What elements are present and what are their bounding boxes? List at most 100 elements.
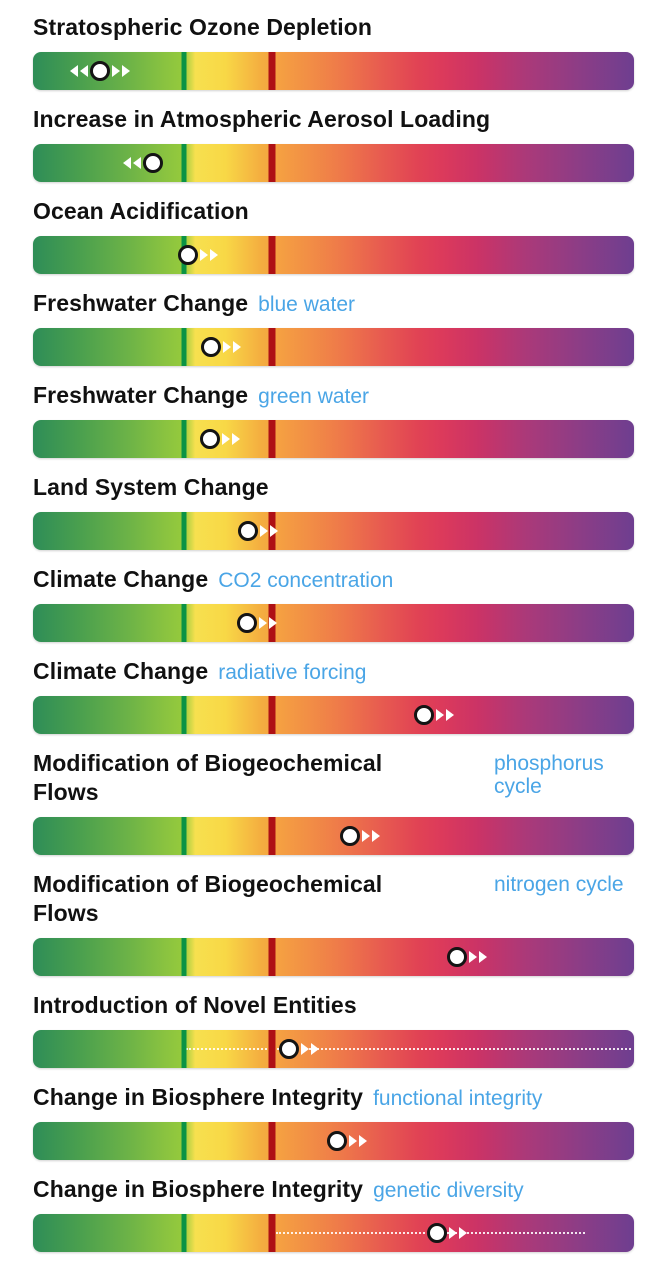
high-risk-line	[268, 938, 276, 976]
trend-right-arrows-icon	[222, 341, 241, 353]
safe-boundary-line	[181, 938, 187, 976]
boundary-subtitle: genetic diversity	[373, 1179, 524, 1202]
boundary-title: Change in Biosphere Integrity	[33, 1176, 364, 1202]
boundary-title: Modification of Biogeochemical Flows	[33, 750, 383, 805]
high-risk-line	[268, 328, 276, 366]
trend-right-arrows-icon	[301, 1043, 320, 1055]
boundary-subtitle: nitrogen cycle	[494, 873, 624, 896]
gradient-scale-bar	[33, 144, 634, 182]
current-value-marker	[200, 429, 241, 449]
current-value-marker	[414, 705, 455, 725]
high-risk-line	[268, 1122, 276, 1160]
safe-boundary-line	[181, 604, 187, 642]
safe-boundary-line	[181, 144, 187, 182]
gradient-scale-bar	[33, 236, 634, 274]
boundary-subtitle: functional integrity	[373, 1087, 543, 1110]
boundary-title: Increase in Atmospheric Aerosol Loading	[33, 106, 491, 132]
boundary-heading: Change in Biosphere Integrity genetic di…	[33, 1175, 634, 1204]
safe-boundary-line	[181, 420, 187, 458]
boundary-heading: Stratospheric Ozone Depletion	[33, 13, 634, 42]
high-risk-line	[268, 817, 276, 855]
boundary-title: Stratospheric Ozone Depletion	[33, 14, 373, 40]
boundary-title: Climate Change	[33, 566, 209, 592]
boundary-title: Freshwater Change	[33, 382, 249, 408]
trend-right-arrows-icon	[200, 249, 219, 261]
safe-boundary-line	[181, 1122, 187, 1160]
gradient-scale-bar	[33, 52, 634, 90]
trend-right-arrows-icon	[260, 525, 279, 537]
high-risk-line	[268, 144, 276, 182]
safe-boundary-line	[181, 696, 187, 734]
current-value-marker	[279, 1039, 320, 1059]
boundary-subtitle: phosphorus cycle	[494, 752, 604, 798]
current-value-marker	[123, 153, 164, 173]
boundary-heading: Climate Change radiative forcing	[33, 657, 634, 686]
boundary-row: Land System Change	[33, 473, 634, 550]
boundary-row: Freshwater Change green water	[33, 381, 634, 458]
current-value-marker	[178, 245, 219, 265]
boundary-title: Modification of Biogeochemical Flows	[33, 871, 383, 926]
boundary-heading: Freshwater Change blue water	[33, 289, 634, 318]
current-value-marker	[446, 947, 487, 967]
high-risk-line	[268, 696, 276, 734]
boundary-heading: Land System Change	[33, 473, 634, 502]
boundary-title: Introduction of Novel Entities	[33, 992, 357, 1018]
boundary-row: Modification of Biogeochemical Flows nit…	[33, 870, 634, 976]
boundary-row: Stratospheric Ozone Depletion	[33, 13, 634, 90]
boundary-title: Freshwater Change	[33, 290, 249, 316]
current-value-marker	[327, 1131, 368, 1151]
gradient-scale-bar	[33, 1214, 634, 1252]
trend-right-arrows-icon	[448, 1227, 467, 1239]
current-value-marker	[340, 826, 381, 846]
boundary-heading: Ocean Acidification	[33, 197, 634, 226]
current-value-marker	[426, 1223, 467, 1243]
high-risk-line	[268, 1030, 276, 1068]
boundary-subtitle: green water	[258, 385, 370, 408]
boundary-row: Increase in Atmospheric Aerosol Loading	[33, 105, 634, 182]
high-risk-line	[268, 52, 276, 90]
boundaries-list: Stratospheric Ozone Depletion Increase i…	[33, 13, 634, 1252]
gradient-scale-bar	[33, 512, 634, 550]
current-value-marker	[200, 337, 241, 357]
trend-right-arrows-icon	[112, 65, 131, 77]
gradient-scale-bar	[33, 1030, 634, 1068]
safe-boundary-line	[181, 52, 187, 90]
boundary-row: Ocean Acidification	[33, 197, 634, 274]
boundary-row: Introduction of Novel Entities	[33, 991, 634, 1068]
boundary-row: Climate Change CO2 concentration	[33, 565, 634, 642]
trend-right-arrows-icon	[436, 709, 455, 721]
gradient-scale-bar	[33, 328, 634, 366]
trend-right-arrows-icon	[349, 1135, 368, 1147]
boundary-heading: Modification of Biogeochemical Flows nit…	[33, 870, 634, 928]
boundary-heading: Modification of Biogeochemical Flows pho…	[33, 749, 634, 807]
boundary-title: Change in Biosphere Integrity	[33, 1084, 364, 1110]
gradient-scale-bar	[33, 817, 634, 855]
gradient-scale-bar	[33, 420, 634, 458]
boundary-subtitle: radiative forcing	[218, 661, 367, 684]
safe-boundary-line	[181, 1214, 187, 1252]
safe-boundary-line	[181, 328, 187, 366]
boundary-row: Change in Biosphere Integrity functional…	[33, 1083, 634, 1160]
boundary-row: Freshwater Change blue water	[33, 289, 634, 366]
gradient-scale-bar	[33, 696, 634, 734]
boundary-subtitle: blue water	[258, 293, 356, 316]
boundary-heading: Introduction of Novel Entities	[33, 991, 634, 1020]
trend-right-arrows-icon	[222, 433, 241, 445]
current-value-marker	[238, 521, 279, 541]
high-risk-line	[268, 236, 276, 274]
trend-right-arrows-icon	[468, 951, 487, 963]
boundary-heading: Change in Biosphere Integrity functional…	[33, 1083, 634, 1112]
current-value-marker	[236, 613, 277, 633]
trend-left-arrows-icon	[70, 65, 89, 77]
gradient-scale-bar	[33, 1122, 634, 1160]
safe-boundary-line	[181, 817, 187, 855]
safe-boundary-line	[181, 512, 187, 550]
gradient-scale-bar	[33, 938, 634, 976]
boundary-subtitle: CO2 concentration	[218, 569, 394, 592]
boundary-row: Modification of Biogeochemical Flows pho…	[33, 749, 634, 855]
boundary-row: Climate Change radiative forcing	[33, 657, 634, 734]
high-risk-line	[268, 420, 276, 458]
trend-right-arrows-icon	[362, 830, 381, 842]
uncertainty-dotted-line	[185, 1048, 631, 1050]
